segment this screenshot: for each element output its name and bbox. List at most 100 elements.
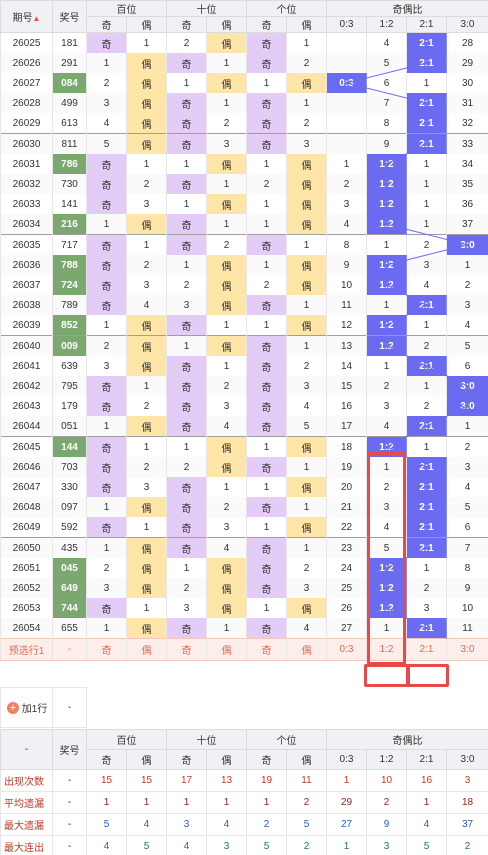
ratio-cell: 3:0 <box>446 376 488 396</box>
ratio-cell: 1:2 <box>366 275 407 295</box>
table-row: 26044 051 1 偶奇 4 奇 5 17 4 2:1 1 <box>0 416 488 437</box>
prediction-option[interactable]: 奇 <box>166 638 207 661</box>
ratio-cell: 5 <box>446 335 488 356</box>
digit-parity-cell: 1 <box>246 436 287 457</box>
digit-parity-cell: 偶 <box>126 73 167 93</box>
digit-parity-cell: 1 <box>246 477 287 497</box>
digit-parity-cell: 5 <box>286 416 327 437</box>
prediction-option[interactable]: 偶 <box>286 638 327 661</box>
digit-parity-cell: 3 <box>86 93 127 113</box>
ratio-cell: 5 <box>366 53 407 73</box>
digit-parity-cell: 1 <box>166 436 207 457</box>
issue-cell: 26034 <box>0 214 53 235</box>
digit-parity-cell: 2 <box>286 53 327 73</box>
draw-number: 811 <box>52 133 87 154</box>
digit-parity-cell: 奇 <box>86 376 127 396</box>
digit-parity-cell: 偶 <box>206 436 247 457</box>
ratio-cell: 16 <box>326 396 367 416</box>
digit-parity-cell: 1 <box>206 356 247 376</box>
ratio-cell: 1 <box>406 174 447 194</box>
ratio-cell: 2 <box>366 477 407 497</box>
sort-icon[interactable]: ▲ <box>32 14 41 23</box>
ratio-cell: 1 <box>366 457 407 477</box>
sub-even-3: 偶 <box>206 16 247 33</box>
plus-icon[interactable]: + <box>7 701 19 714</box>
ratio-cell: 2 <box>406 396 447 416</box>
stat-value: 18 <box>446 791 488 814</box>
digit-parity-cell: 奇 <box>86 457 127 477</box>
prediction-option[interactable]: 0:3 <box>326 638 367 661</box>
ratio-cell: 3:0 <box>446 396 488 416</box>
table-row: 26039 852 1 偶奇 1 1 偶 12 1:2 1 4 <box>0 315 488 336</box>
digit-parity-cell: 1 <box>286 32 327 53</box>
ratio-cell: 1 <box>446 255 488 275</box>
ratio-cell: 1:2 <box>366 598 407 618</box>
ratio-cell: 2:1 <box>406 497 447 517</box>
stat-value: 4 <box>206 813 247 836</box>
prediction-option[interactable]: 奇 <box>246 638 287 661</box>
digit-parity-cell: 2 <box>86 558 127 578</box>
add-row-button[interactable]: + 加1行 <box>0 687 53 728</box>
digit-parity-cell: 奇 <box>166 234 207 255</box>
ratio-cell: 8 <box>446 558 488 578</box>
digit-parity-cell: 1 <box>126 517 167 538</box>
ratio-cell: 9 <box>446 578 488 598</box>
ratio-cell: 22 <box>326 517 367 538</box>
digit-parity-cell: 1 <box>126 598 167 618</box>
digit-parity-cell: 奇 <box>246 133 287 154</box>
issue-cell: 26048 <box>0 497 53 517</box>
digit-parity-cell: 偶 <box>126 113 167 134</box>
digit-parity-cell: 奇 <box>246 558 287 578</box>
issue-cell: 26054 <box>0 618 53 639</box>
issue-header[interactable]: 期号▲ <box>0 0 53 33</box>
ratio-cell: 1:2 <box>366 315 407 336</box>
prediction-option[interactable]: 3:0 <box>446 638 488 661</box>
issue-cell: 26028 <box>0 93 53 113</box>
ratio-cell: 24 <box>326 558 367 578</box>
ratio-col-3: 3:0 <box>446 16 488 33</box>
draw-number: 789 <box>52 295 87 315</box>
draw-number: 613 <box>52 113 87 134</box>
digit-parity-cell: 偶 <box>126 497 167 517</box>
stats-table: - 奖号 百位 十位 个位 奇偶比 奇偶奇偶奇偶 0:3 1:2 2:1 3:0 出现次… <box>0 729 488 855</box>
table-row: 26029 613 4 偶奇 2 奇 2 8 2:1 32 <box>0 113 488 134</box>
digit-parity-cell: 奇 <box>166 315 207 336</box>
prediction-option[interactable]: 2:1 <box>406 638 447 661</box>
hundreds-header: 百位 <box>86 0 167 17</box>
ratio-cell: 1:2 <box>366 255 407 275</box>
digit-parity-cell: 偶 <box>286 315 327 336</box>
digit-parity-cell: 偶 <box>286 194 327 214</box>
issue-cell: 26043 <box>0 396 53 416</box>
ratio-cell: 32 <box>446 113 488 134</box>
digit-parity-cell: 奇 <box>166 497 207 517</box>
ratio-cell: 8 <box>326 234 367 255</box>
ratio-cell: 1:2 <box>366 335 407 356</box>
prediction-option[interactable]: 偶 <box>126 638 167 661</box>
digit-parity-cell: 1 <box>286 335 327 356</box>
issue-cell: 26035 <box>0 234 53 255</box>
stat-row: 最大连出 -4 5 4 3 5 2 1 3 5 2 <box>0 835 488 855</box>
ratio-cell: 1 <box>366 234 407 255</box>
ratio-cell: 2:1 <box>406 477 447 497</box>
prediction-option[interactable]: 1:2 <box>366 638 407 661</box>
stat-value: 2 <box>366 791 407 814</box>
prediction-option[interactable]: 奇 <box>86 638 127 661</box>
prediction-row[interactable]: 预选行1- 奇偶奇偶奇偶 0:3 1:2 2:1 3:0 <box>0 638 488 661</box>
digit-parity-cell: 1 <box>86 53 127 73</box>
digit-parity-cell: 奇 <box>246 32 287 53</box>
digit-parity-cell: 偶 <box>126 558 167 578</box>
ratio-cell: 18 <box>326 436 367 457</box>
digit-parity-cell: 3 <box>86 578 127 598</box>
ratio-cell: 2:1 <box>406 113 447 134</box>
digit-parity-cell: 奇 <box>86 174 127 194</box>
prediction-option[interactable]: 偶 <box>206 638 247 661</box>
stat-value: 5 <box>406 835 447 855</box>
stat-label: 最大遗漏 <box>0 813 53 836</box>
issue-cell: 26041 <box>0 356 53 376</box>
digit-parity-cell: 偶 <box>206 598 247 618</box>
prediction-num: - <box>52 638 87 661</box>
digit-parity-cell: 奇 <box>166 174 207 194</box>
ratio-cell: 2 <box>406 578 447 598</box>
ratio-cell: 3 <box>326 194 367 214</box>
ratio-cell: 4 <box>366 517 407 538</box>
